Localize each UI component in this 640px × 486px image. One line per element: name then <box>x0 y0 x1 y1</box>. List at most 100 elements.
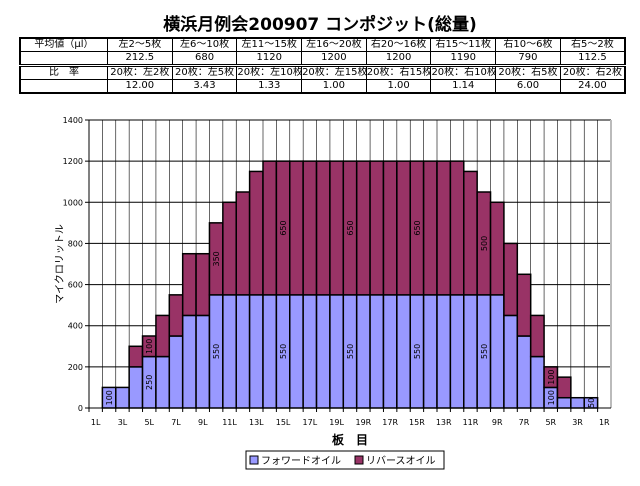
table-cell: 1.33 <box>236 79 303 94</box>
y-tick-label: 0 <box>78 404 83 413</box>
table-row: 平均値（μl） 左2～5枚 左6～10枚 左11～15枚 左16～20枚 右20… <box>19 37 626 52</box>
bar-reverse <box>195 252 211 317</box>
bar-forward <box>422 294 438 409</box>
bar-reverse <box>355 160 371 296</box>
bar-forward <box>355 294 371 409</box>
legend-label-reverse: リバースオイル <box>366 455 436 467</box>
y-tick-label: 1000 <box>63 198 83 207</box>
table-cell: 1.00 <box>301 79 367 94</box>
x-tick-label: 15R <box>409 418 425 427</box>
bar-forward <box>436 294 452 409</box>
bar-reverse <box>422 160 438 296</box>
bar-forward <box>289 294 304 409</box>
bar-reverse <box>289 160 304 296</box>
bar-forward <box>128 366 144 409</box>
bar-forward <box>195 314 211 409</box>
data-label: 100 <box>145 339 154 354</box>
bar-forward <box>155 355 171 409</box>
bar-reverse <box>529 314 545 358</box>
bar-reverse <box>235 191 251 296</box>
bar-forward <box>235 294 251 409</box>
bar-forward <box>529 355 545 409</box>
bar-forward <box>248 294 264 409</box>
bar-reverse <box>262 160 278 296</box>
bar-reverse <box>503 242 519 317</box>
bar-reverse <box>516 273 532 337</box>
data-label: 50 <box>587 398 596 408</box>
summary-table: 平均値（μl） 左2～5枚 左6～10枚 左11～15枚 左16～20枚 右20… <box>19 37 626 94</box>
x-tick-label: 3R <box>572 418 583 427</box>
bar-reverse <box>369 160 385 296</box>
bar-reverse <box>128 345 144 368</box>
bar-reverse <box>181 252 197 317</box>
table-cell: 20枚：左15枚 <box>301 64 367 80</box>
bar-reverse <box>489 201 505 296</box>
bar-forward <box>396 294 411 409</box>
x-tick-label: 15L <box>276 418 291 427</box>
bar-forward <box>503 314 519 409</box>
data-label: 550 <box>346 344 355 359</box>
bar-reverse <box>302 160 318 296</box>
table-cell: 3.43 <box>171 79 238 94</box>
y-tick-label: 800 <box>68 239 83 248</box>
bar-reverse <box>248 170 264 296</box>
data-label: 650 <box>279 220 288 235</box>
x-tick-label: 19L <box>329 418 344 427</box>
x-tick-label: 19R <box>356 418 372 427</box>
bar-forward <box>489 294 505 409</box>
y-tick-label: 1400 <box>63 116 83 125</box>
x-tick-label: 17R <box>382 418 398 427</box>
bar-forward <box>556 396 572 409</box>
data-label: 500 <box>480 236 489 251</box>
chart-title: 横浜月例会200907 コンポジット(総量) <box>163 15 477 35</box>
x-tick-label: 5R <box>545 418 556 427</box>
table-cell: 20枚：右2枚 <box>559 64 626 80</box>
bar-forward <box>168 335 184 409</box>
bar-forward <box>302 294 318 409</box>
data-label: 650 <box>413 220 422 235</box>
data-label: 550 <box>212 344 221 359</box>
x-tick-label: 1L <box>91 418 101 427</box>
x-tick-label: 3L <box>118 418 128 427</box>
bar-reverse <box>315 160 331 296</box>
bar-forward <box>449 294 465 409</box>
bar-reverse <box>449 160 465 296</box>
bar-forward <box>181 314 197 409</box>
x-tick-label: 7R <box>519 418 530 427</box>
data-label: 100 <box>547 370 556 385</box>
bar-reverse <box>463 170 478 296</box>
x-tick-label: 7L <box>171 418 181 427</box>
table-row: 比 率 20枚：左2枚 20枚：左5枚 20枚：左10枚 20枚：左15枚 20… <box>19 64 626 80</box>
x-tick-label: 13R <box>436 418 452 427</box>
table-cell: 24.00 <box>559 79 626 94</box>
bar-forward <box>516 335 532 409</box>
bar-reverse <box>382 160 398 296</box>
bar-reverse <box>556 376 572 399</box>
table-cell: 20枚：右15枚 <box>365 64 432 80</box>
table-row: 12.00 3.43 1.33 1.00 1.00 1.14 6.00 24.0… <box>19 79 626 94</box>
legend-label-forward: フォワードオイル <box>261 455 341 467</box>
x-axis-label: 板 目 <box>332 432 368 447</box>
y-tick-label: 1200 <box>63 157 83 166</box>
x-tick-label: 13L <box>249 418 264 427</box>
x-tick-label: 9R <box>492 418 503 427</box>
bar-reverse <box>396 160 411 296</box>
x-tick-label: 1R <box>599 418 610 427</box>
x-tick-label: 11L <box>222 418 237 427</box>
x-tick-label: 17L <box>303 418 318 427</box>
table-cell: 20枚：右10枚 <box>430 64 497 80</box>
bar-forward <box>262 294 278 409</box>
data-label: 550 <box>480 344 489 359</box>
legend <box>245 450 445 470</box>
bar-reverse <box>155 314 171 358</box>
bar-forward <box>570 396 585 409</box>
legend-swatch-forward <box>249 455 259 465</box>
table-cell: 1.00 <box>365 79 432 94</box>
bar-forward <box>369 294 385 409</box>
bar-reverse <box>222 201 237 296</box>
y-tick-label: 400 <box>68 322 83 331</box>
legend-swatch-reverse <box>354 455 364 465</box>
y-axis-label: マイクロリットル <box>54 224 66 304</box>
y-tick-label: 200 <box>68 363 83 372</box>
